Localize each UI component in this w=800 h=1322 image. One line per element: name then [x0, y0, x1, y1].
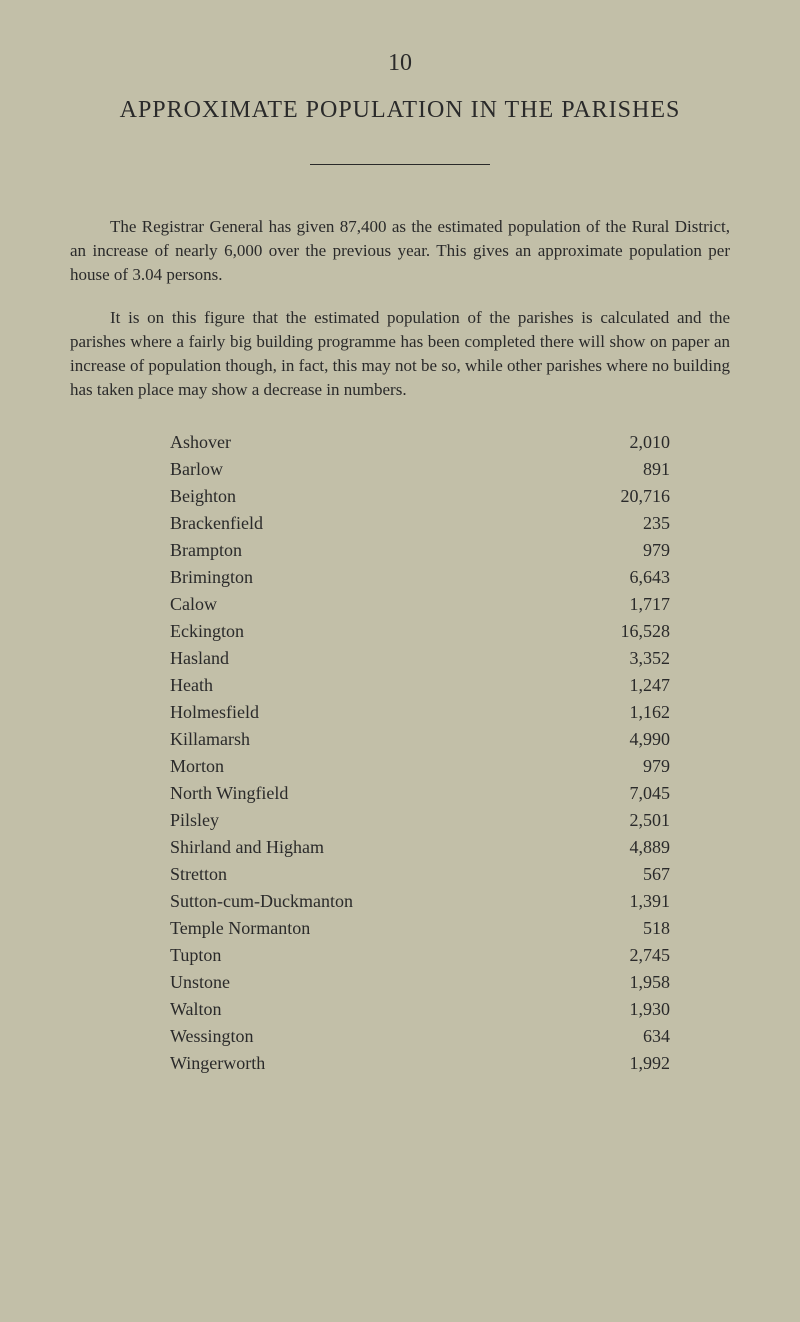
parish-value: 1,992: [600, 1053, 670, 1074]
list-item: Shirland and Higham 4,889: [170, 837, 670, 858]
parish-value: 891: [600, 459, 670, 480]
parish-value: 979: [600, 540, 670, 561]
parish-name: Brampton: [170, 540, 242, 561]
title-rule: [310, 164, 490, 165]
list-item: Wessington 634: [170, 1026, 670, 1047]
parish-value: 634: [600, 1026, 670, 1047]
list-item: Heath 1,247: [170, 675, 670, 696]
list-item: Brackenfield 235: [170, 513, 670, 534]
list-item: Stretton 567: [170, 864, 670, 885]
list-item: Brampton 979: [170, 540, 670, 561]
list-item: Temple Normanton 518: [170, 918, 670, 939]
parish-value: 2,010: [600, 432, 670, 453]
parish-value: 1,958: [600, 972, 670, 993]
parish-name: Stretton: [170, 864, 227, 885]
parish-name: Walton: [170, 999, 222, 1020]
parish-value: 1,930: [600, 999, 670, 1020]
parish-name: Holmesfield: [170, 702, 259, 723]
parish-name: Morton: [170, 756, 224, 777]
parish-name: Ashover: [170, 432, 231, 453]
list-item: Tupton 2,745: [170, 945, 670, 966]
list-item: Killamarsh 4,990: [170, 729, 670, 750]
list-item: Beighton 20,716: [170, 486, 670, 507]
parish-value: 2,501: [600, 810, 670, 831]
parish-name: Tupton: [170, 945, 221, 966]
parish-value: 7,045: [600, 783, 670, 804]
list-item: Brimington 6,643: [170, 567, 670, 588]
list-item: Wingerworth 1,992: [170, 1053, 670, 1074]
parish-value: 1,717: [600, 594, 670, 615]
parish-name: Hasland: [170, 648, 229, 669]
parish-value: 979: [600, 756, 670, 777]
parish-value: 3,352: [600, 648, 670, 669]
list-item: Walton 1,930: [170, 999, 670, 1020]
parish-name: Wessington: [170, 1026, 254, 1047]
parish-name: Beighton: [170, 486, 236, 507]
parish-name: North Wingfield: [170, 783, 288, 804]
page-number: 10: [70, 50, 730, 77]
parish-value: 518: [600, 918, 670, 939]
parish-value: 1,162: [600, 702, 670, 723]
parish-value: 1,391: [600, 891, 670, 912]
parish-name: Temple Normanton: [170, 918, 310, 939]
parish-name: Unstone: [170, 972, 230, 993]
parish-name: Barlow: [170, 459, 223, 480]
list-item: Holmesfield 1,162: [170, 702, 670, 723]
list-item: Barlow 891: [170, 459, 670, 480]
parish-name: Calow: [170, 594, 217, 615]
parish-value: 235: [600, 513, 670, 534]
parish-value: 4,889: [600, 837, 670, 858]
parish-value: 20,716: [600, 486, 670, 507]
parish-name: Brimington: [170, 567, 253, 588]
parish-name: Shirland and Higham: [170, 837, 324, 858]
parish-value: 567: [600, 864, 670, 885]
list-item: North Wingfield 7,045: [170, 783, 670, 804]
list-item: Pilsley 2,501: [170, 810, 670, 831]
population-list: Ashover 2,010 Barlow 891 Beighton 20,716 Brack…: [170, 432, 670, 1074]
parish-value: 2,745: [600, 945, 670, 966]
parish-value: 1,247: [600, 675, 670, 696]
parish-name: Heath: [170, 675, 213, 696]
parish-name: Sutton-cum-Duckmanton: [170, 891, 353, 912]
parish-name: Pilsley: [170, 810, 219, 831]
parish-name: Wingerworth: [170, 1053, 265, 1074]
list-item: Unstone 1,958: [170, 972, 670, 993]
list-item: Sutton-cum-Duckmanton 1,391: [170, 891, 670, 912]
list-item: Morton 979: [170, 756, 670, 777]
parish-name: Brackenfield: [170, 513, 263, 534]
parish-name: Killamarsh: [170, 729, 250, 750]
list-item: Calow 1,717: [170, 594, 670, 615]
list-item: Eckington 16,528: [170, 621, 670, 642]
intro-paragraph-2: It is on this figure that the estimated …: [70, 306, 730, 401]
page-title: APPROXIMATE POPULATION IN THE PARISHES: [70, 97, 730, 124]
parish-value: 16,528: [600, 621, 670, 642]
parish-value: 6,643: [600, 567, 670, 588]
parish-name: Eckington: [170, 621, 244, 642]
intro-paragraph-1: The Registrar General has given 87,400 a…: [70, 215, 730, 286]
parish-value: 4,990: [600, 729, 670, 750]
list-item: Ashover 2,010: [170, 432, 670, 453]
list-item: Hasland 3,352: [170, 648, 670, 669]
